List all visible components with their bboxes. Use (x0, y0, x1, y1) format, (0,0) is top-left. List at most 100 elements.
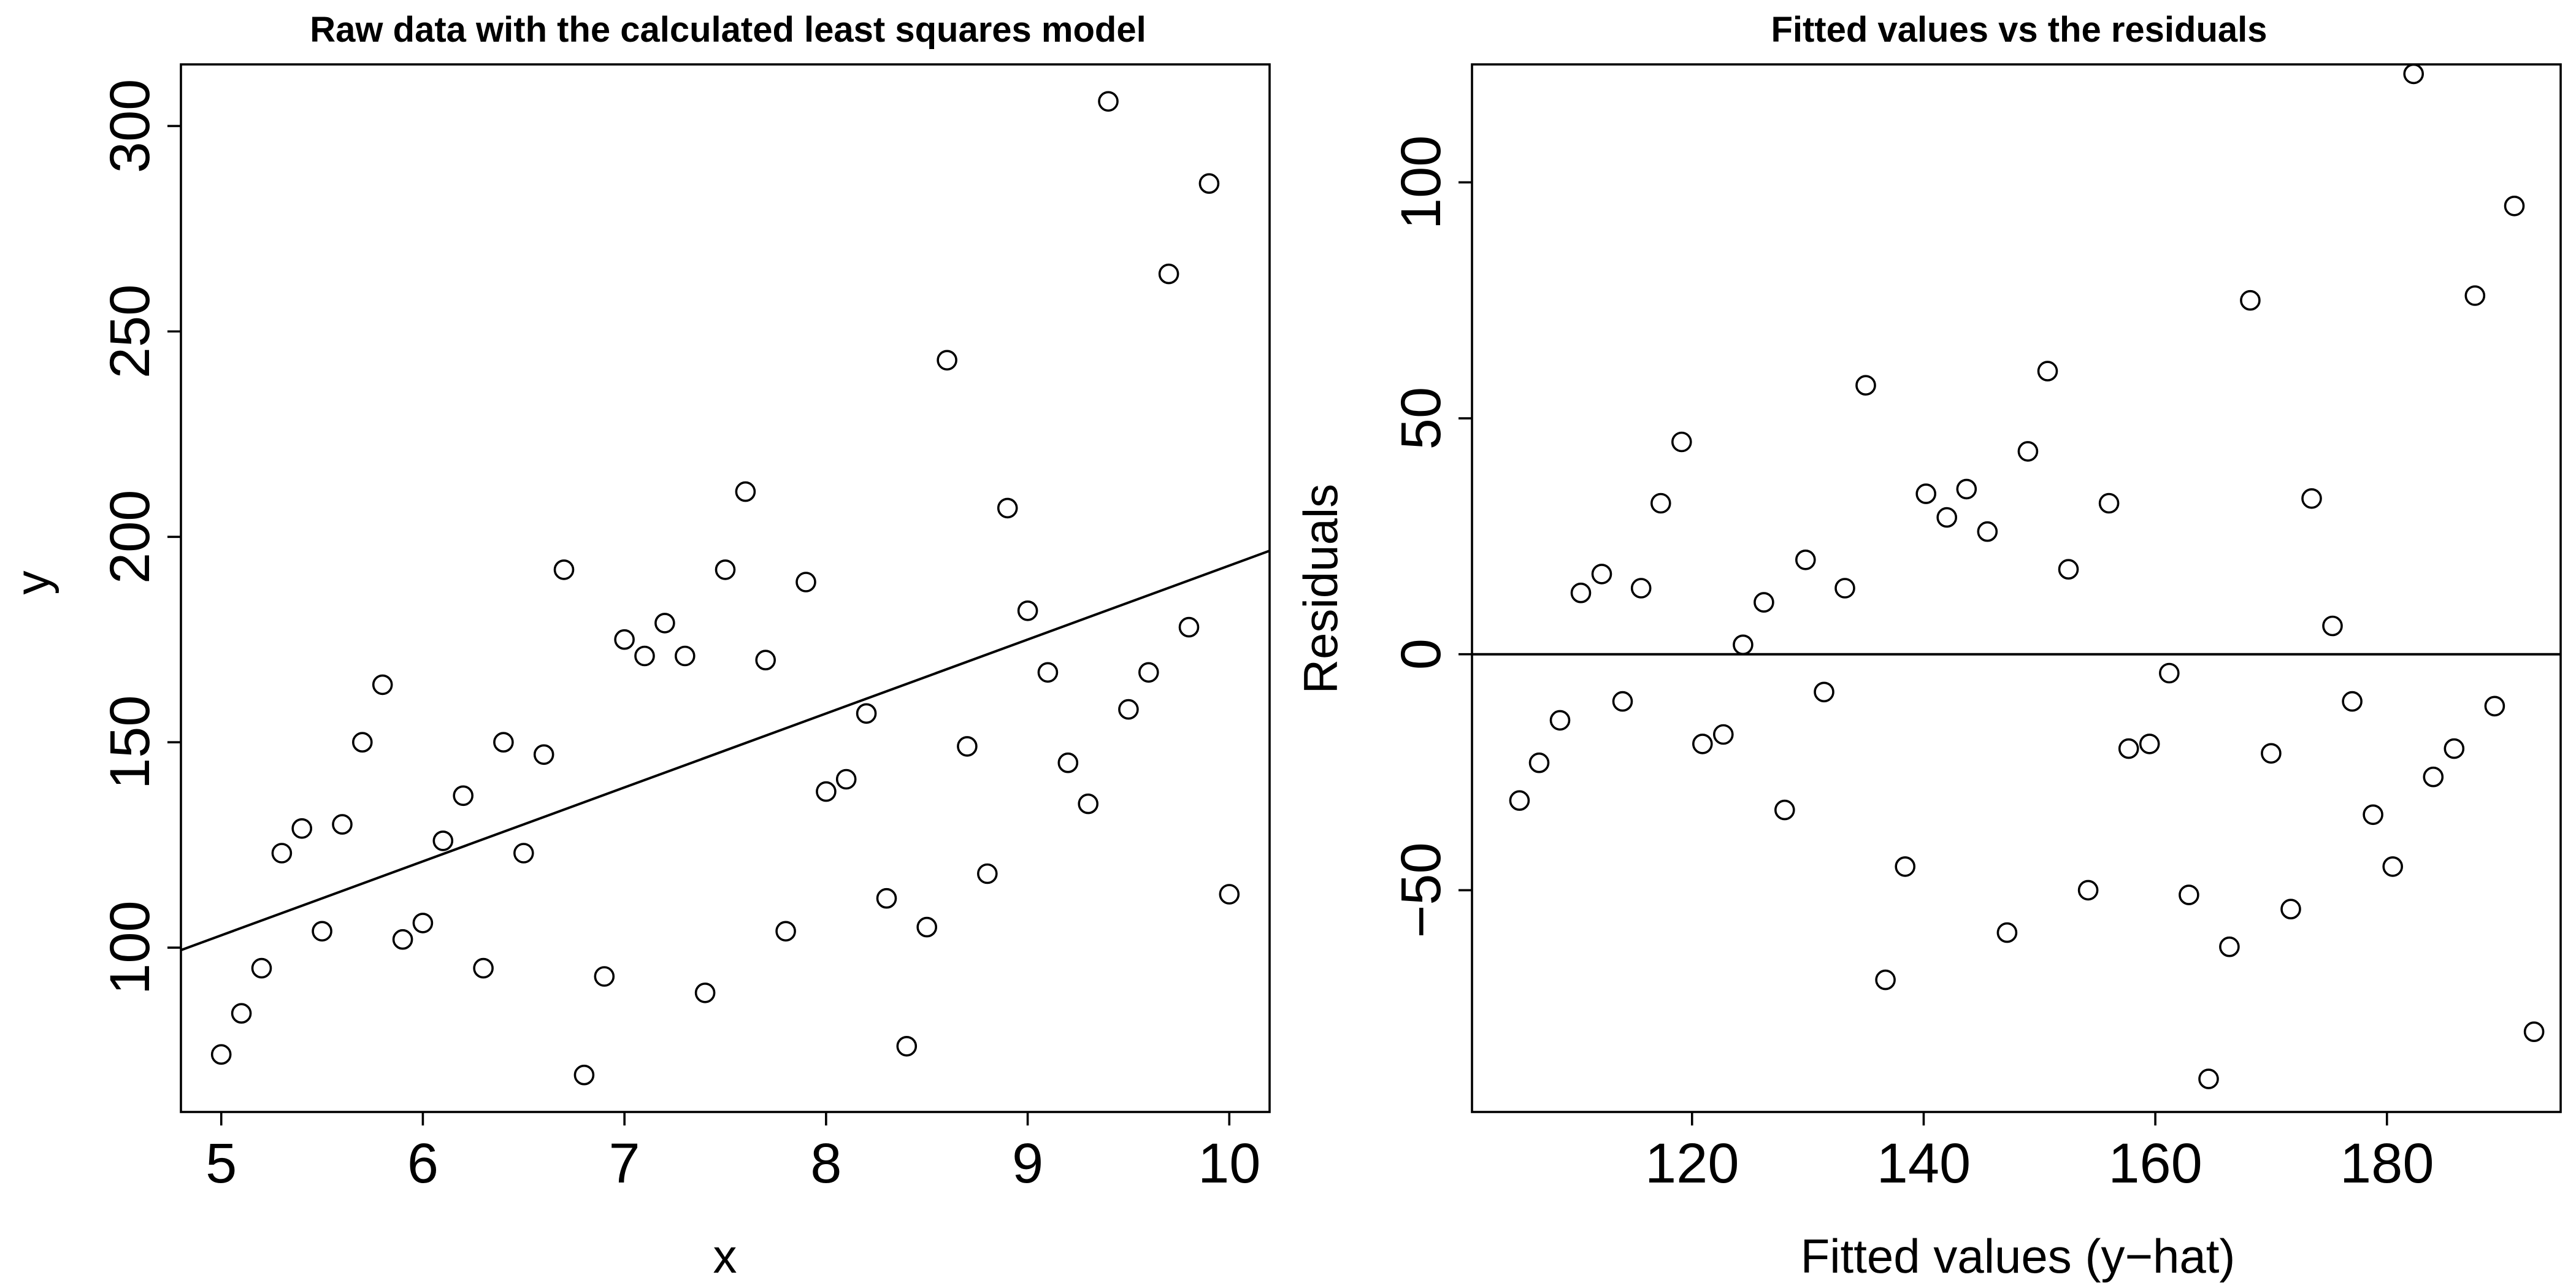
y-axis-label: y (6, 571, 59, 595)
data-point (231, 1003, 252, 1024)
data-point (2504, 195, 2525, 217)
data-point (1017, 600, 1038, 621)
data-point (1570, 582, 1592, 604)
data-point (835, 769, 857, 790)
data-point (1671, 431, 1692, 453)
data-point (1098, 91, 1119, 112)
data-point (2322, 615, 2343, 637)
data-point (1936, 507, 1957, 528)
data-point (453, 785, 474, 807)
data-point (1219, 884, 1240, 905)
y-tick-label: 150 (99, 695, 161, 789)
data-point (594, 966, 615, 987)
y-tick-label: 250 (99, 285, 161, 379)
y-axis: 100 150 200 250 300 (99, 79, 181, 995)
x-tick-label: 140 (1877, 1132, 1971, 1195)
data-point (937, 350, 957, 371)
data-point (2261, 743, 2282, 764)
data-point (2219, 936, 2240, 957)
data-point (1834, 578, 1855, 599)
data-point (876, 887, 897, 909)
data-point (2523, 1021, 2545, 1042)
x-axis: 5 6 7 8 9 10 (205, 1112, 1260, 1195)
data-point (2198, 1068, 2219, 1089)
data-point (412, 913, 434, 933)
y-tick-label: 100 (1390, 136, 1452, 230)
data-point (2342, 691, 2363, 712)
data-point (251, 957, 272, 979)
data-point (634, 645, 655, 667)
x-axis: 120 140 160 180 (1645, 1112, 2434, 1195)
data-point (1591, 564, 1612, 585)
least-squares-line (180, 550, 1270, 951)
data-point (1733, 634, 1754, 656)
data-point (675, 645, 696, 667)
x-axis-label: Fitted values (y−hat) (1801, 1229, 2236, 1283)
data-point (2118, 738, 2139, 759)
data-point (2382, 856, 2403, 877)
x-tick-label: 5 (205, 1132, 237, 1195)
data-point (896, 1036, 918, 1057)
y-axis-label: Residuals (1294, 484, 1347, 694)
data-point (2098, 493, 2120, 514)
y-tick-label: 300 (99, 79, 161, 174)
x-tick-label: 160 (2108, 1132, 2202, 1195)
data-point (2484, 696, 2505, 717)
data-point (1650, 493, 1671, 514)
data-point (856, 703, 877, 724)
x-tick-label: 120 (1645, 1132, 1739, 1195)
data-point (735, 481, 756, 502)
data-point (1915, 483, 1936, 504)
data-point (2240, 289, 2261, 311)
x-tick-label: 8 (810, 1132, 841, 1195)
data-point (816, 781, 837, 802)
data-point (1895, 856, 1915, 877)
data-point (1692, 734, 1713, 754)
data-point (715, 559, 736, 580)
data-point (473, 957, 494, 979)
data-point (1713, 724, 1734, 745)
data-point (573, 1064, 595, 1086)
data-point (372, 674, 393, 696)
data-point (2464, 285, 2486, 306)
data-point (977, 863, 998, 884)
data-point (614, 629, 635, 650)
data-point (957, 736, 978, 757)
data-point (1528, 752, 1550, 773)
plot-frame (180, 63, 1271, 1113)
panel-residuals: Fitted values vs the residuals 120 140 160… (1294, 10, 2562, 1283)
x-axis-label: x (713, 1229, 737, 1283)
data-point (1078, 793, 1098, 815)
data-point (1158, 263, 1179, 285)
data-point (1057, 752, 1079, 773)
data-point (997, 497, 1018, 519)
data-point (291, 818, 313, 839)
data-point (2280, 899, 2301, 919)
data-points (210, 91, 1240, 1086)
data-point (1774, 799, 1795, 821)
data-point (533, 744, 554, 765)
data-point (1037, 662, 1059, 683)
data-point (1612, 691, 1633, 712)
data-point (2037, 361, 2058, 381)
data-point (2423, 766, 2444, 788)
data-point (916, 916, 937, 938)
data-point (795, 572, 816, 592)
data-point (1198, 173, 1220, 194)
panel-raw-data: Raw data with the calculated least squar… (6, 10, 1271, 1283)
data-point (271, 843, 293, 864)
x-tick-label: 9 (1012, 1132, 1043, 1195)
data-point (553, 559, 575, 580)
data-point (1178, 616, 1200, 638)
data-point (2017, 441, 2039, 462)
data-point (312, 921, 332, 942)
y-axis: −50 0 50 100 (1390, 136, 1472, 938)
data-point (1630, 578, 1652, 599)
data-point (210, 1044, 232, 1065)
data-point (2077, 880, 2099, 901)
data-point (1754, 592, 1774, 613)
data-points (1509, 63, 2545, 1089)
x-tick-label: 10 (1198, 1132, 1260, 1195)
data-point (1138, 662, 1159, 683)
